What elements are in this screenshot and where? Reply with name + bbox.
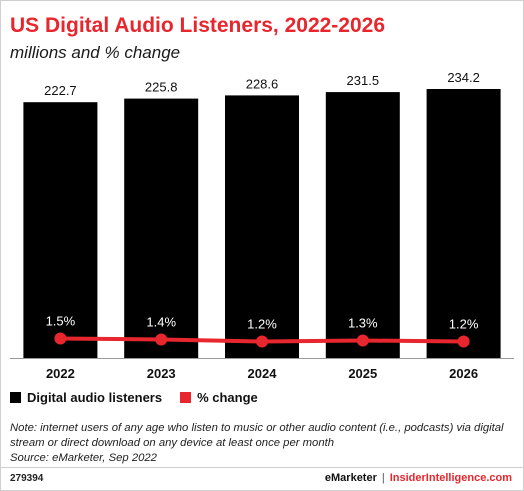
bar-value-label-2022: 222.7 (44, 83, 77, 98)
percent-change-point-2026 (457, 335, 470, 348)
bar-value-label-2023: 225.8 (145, 80, 178, 95)
x-tick-label-2022: 2022 (46, 366, 75, 381)
bar-value-label-2026: 234.2 (447, 70, 480, 85)
chart-subtitle: millions and % change (10, 43, 181, 62)
percent-change-label-2025: 1.3% (348, 316, 378, 331)
labels-layer: 222.7 225.8 228.6 231.5 234.2 (44, 70, 480, 98)
bar-2022 (23, 102, 98, 358)
bar-2025 (325, 92, 400, 358)
x-tick-label-2023: 2023 (147, 366, 176, 381)
percent-change-label-2022: 1.5% (46, 314, 76, 329)
legend-label-change: % change (197, 390, 258, 405)
chart-id: 279394 (10, 473, 44, 484)
legend-item-change: % change (180, 390, 258, 405)
footnote-note: Note: internet users of any age who list… (10, 422, 504, 449)
percent-change-point-2022 (54, 332, 67, 345)
percent-change-point-2023 (155, 333, 168, 346)
brand-separator: | (381, 472, 385, 484)
bar-value-label-2024: 228.6 (246, 76, 279, 91)
legend-item-listeners: Digital audio listeners (10, 390, 162, 405)
legend: Digital audio listeners % change (10, 390, 276, 405)
footer-divider (0, 467, 524, 468)
x-axis: 2022 2023 2024 2025 2026 (10, 358, 514, 381)
footnote-source: Source: eMarketer, Sep 2022 (10, 452, 157, 464)
x-tick-label-2025: 2025 (348, 366, 377, 381)
legend-swatch-change (180, 392, 192, 403)
brand-emarketer: eMarketer (324, 472, 377, 484)
percent-change-point-2025 (356, 334, 369, 347)
chart-title: US Digital Audio Listeners, 2022-2026 (10, 14, 386, 37)
x-tick-label-2024: 2024 (248, 366, 278, 381)
percent-change-label-2023: 1.4% (146, 315, 176, 330)
bar-2024 (225, 95, 299, 359)
percent-change-label-2026: 1.2% (449, 317, 479, 332)
percent-change-label-2024: 1.2% (247, 317, 277, 332)
bar-value-label-2025: 231.5 (347, 73, 380, 88)
percent-change-point-2024 (256, 335, 268, 348)
bar-2026 (426, 89, 501, 358)
bars-layer (23, 89, 501, 359)
footer-brand: eMarketer | InsiderIntelligence.com (325, 472, 512, 484)
footnote: Note: internet users of any age who list… (10, 421, 515, 466)
brand-insiderintelligence: InsiderIntelligence.com (389, 472, 512, 484)
line-layer: 1.5% 1.4% 1.2% 1.3% 1.2% (46, 314, 479, 348)
x-tick-label-2026: 2026 (449, 366, 478, 381)
legend-swatch-listeners (10, 392, 21, 403)
legend-label-listeners: Digital audio listeners (27, 390, 163, 405)
bar-2023 (124, 98, 199, 358)
